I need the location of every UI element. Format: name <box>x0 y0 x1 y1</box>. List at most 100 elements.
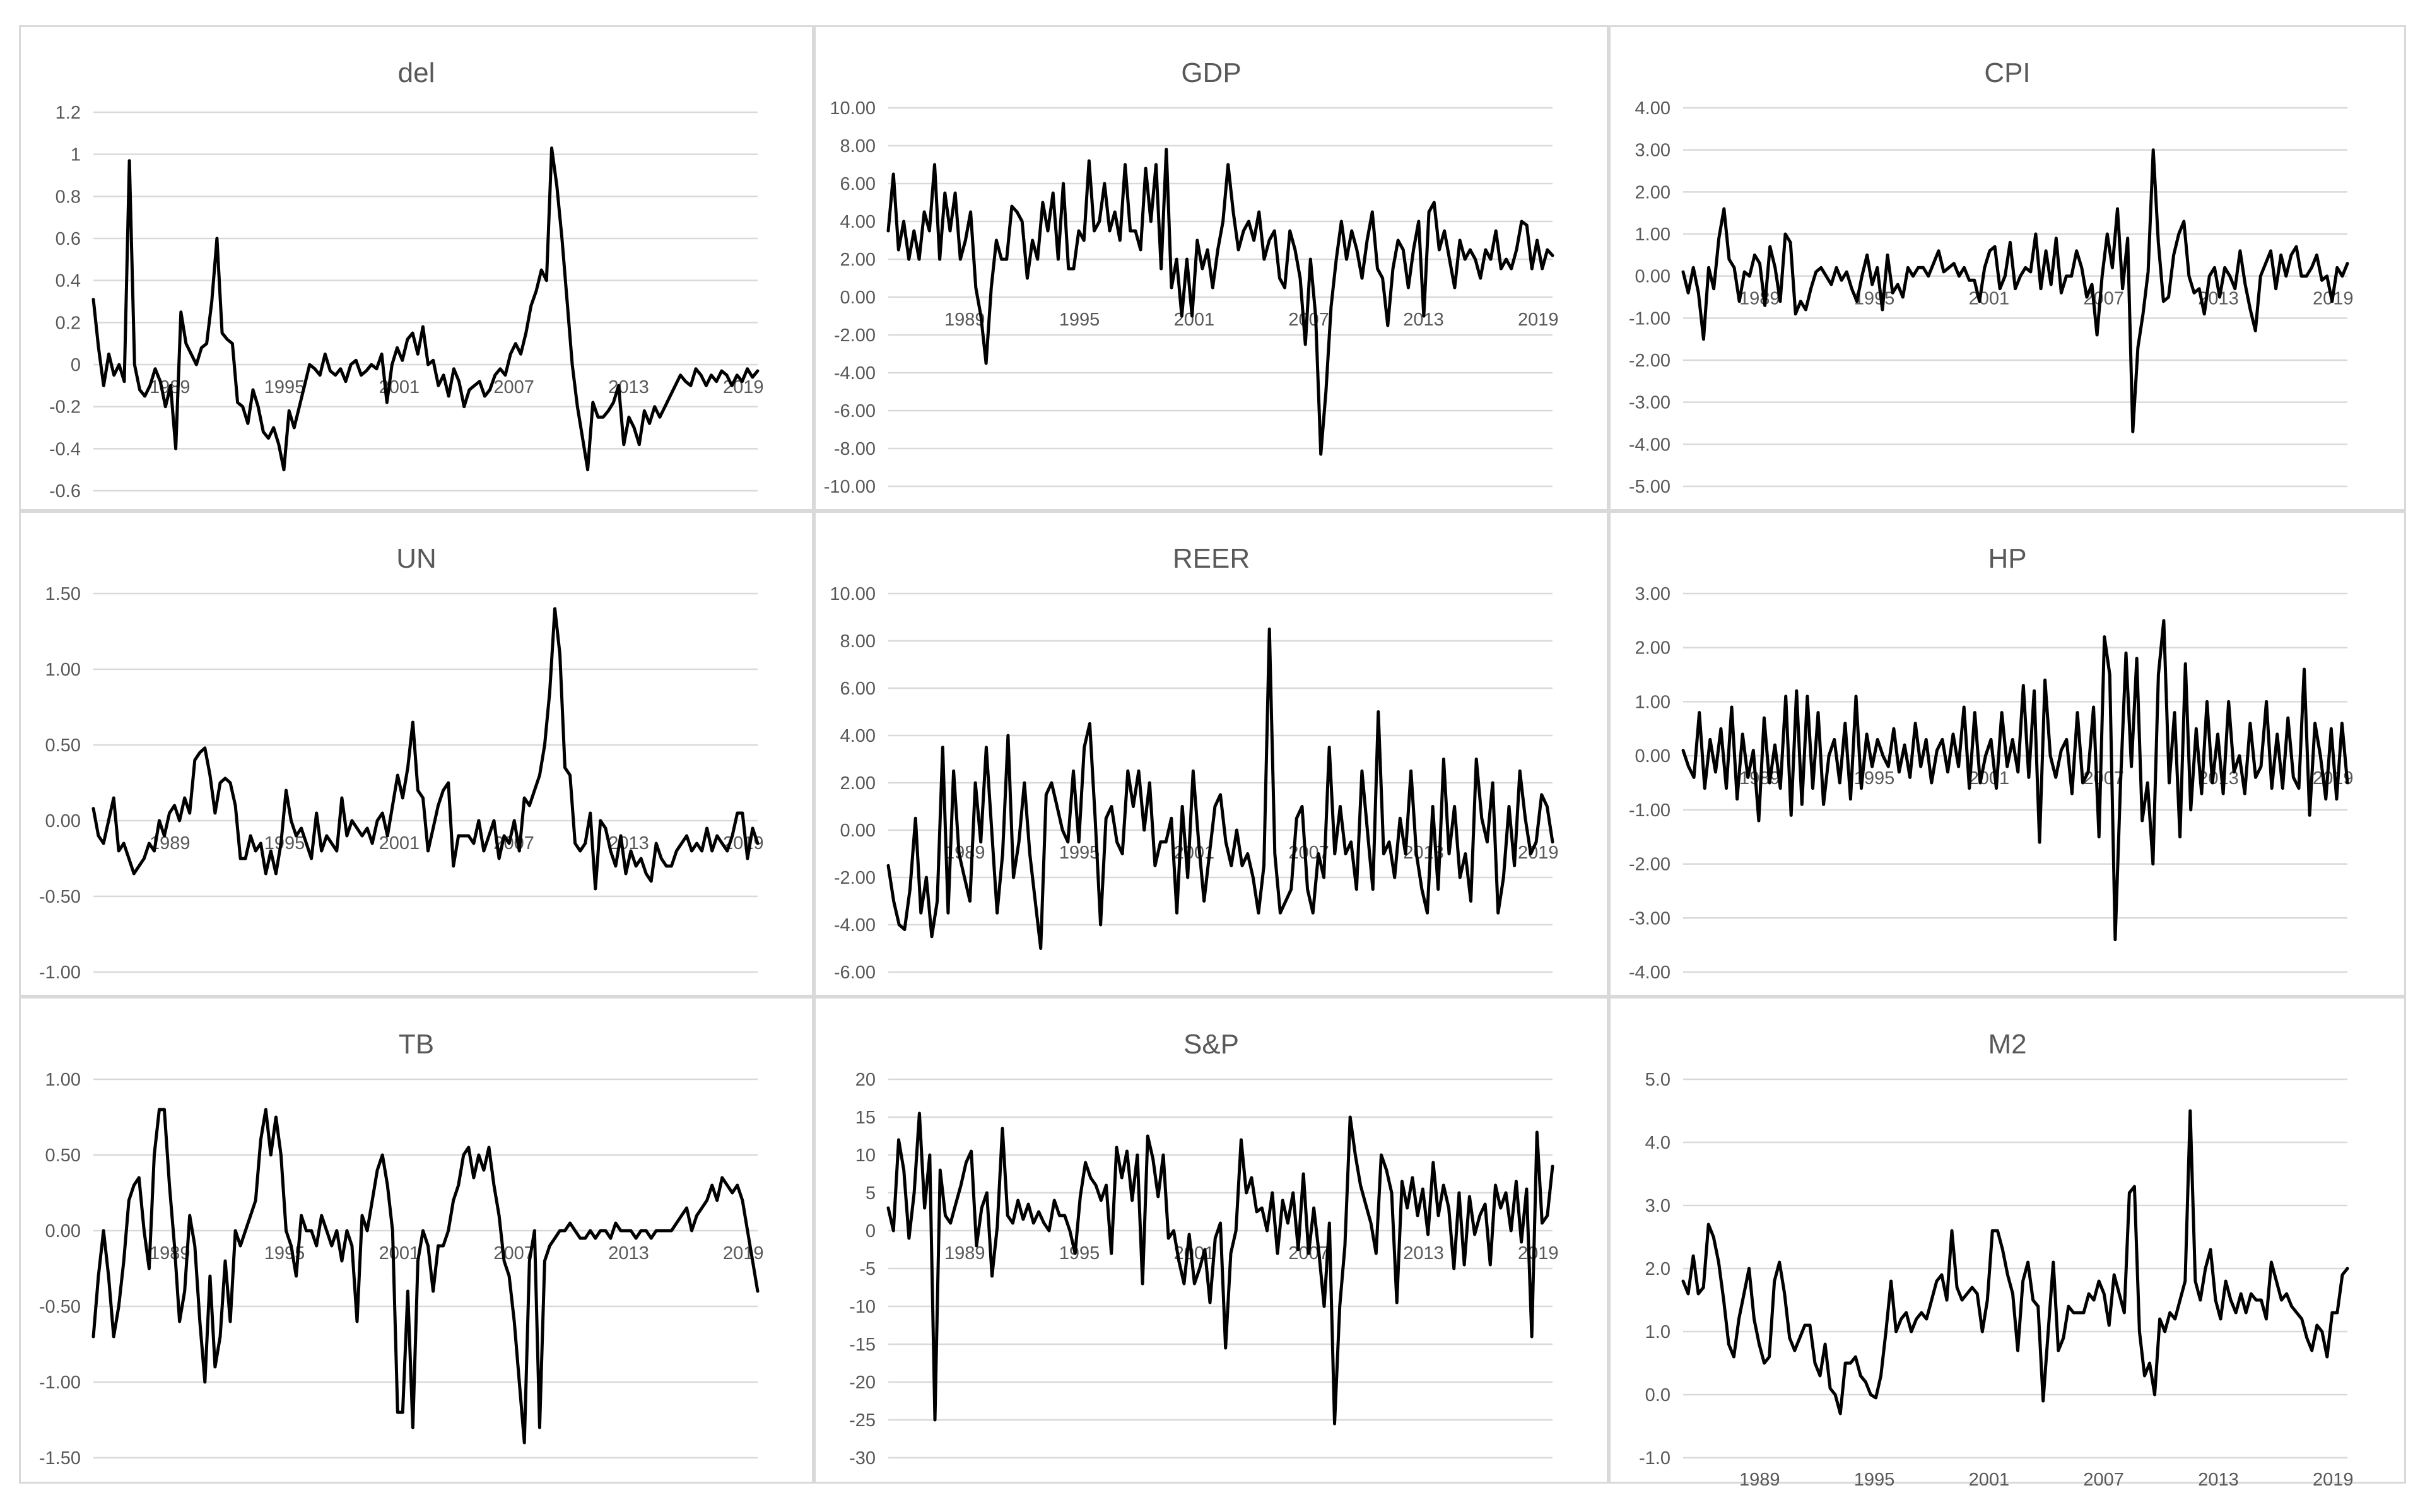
y-tick-label: -0.50 <box>39 1297 81 1317</box>
chart-title: M2 <box>1988 1029 2027 1060</box>
y-tick-label: -2.00 <box>1629 855 1670 875</box>
chart-title: TB <box>398 1029 435 1060</box>
x-tick-label: 2013 <box>608 1243 649 1263</box>
chart-panel-7: S&P 20 15 10 5 0 -5 -10 -15 -20 -25 -30 1989 1995 2001… <box>814 997 1609 1484</box>
y-tick-label: 0.6 <box>56 229 81 249</box>
y-tick-label: 0.0 <box>1645 1385 1670 1405</box>
y-tick-label: 1.0 <box>1645 1322 1670 1342</box>
y-tick-label: 2.00 <box>1635 638 1670 659</box>
y-tick-label: -2.00 <box>1629 351 1670 371</box>
y-tick-label: 4.00 <box>1635 98 1670 119</box>
x-tick-label: 2019 <box>1518 843 1559 863</box>
x-tick-label: 2001 <box>1969 768 2010 788</box>
y-tick-label: 1.00 <box>1635 225 1670 245</box>
y-tick-label: 0 <box>866 1221 876 1241</box>
y-tick-label: 2.00 <box>840 773 876 794</box>
y-tick-label: -1.00 <box>39 1373 81 1393</box>
y-tick-label: 1.2 <box>56 103 81 123</box>
chart-panel-3: UN 1.50 1.00 0.50 0.00 -0.50 -1.00 1989 1995 2001… <box>19 511 814 997</box>
y-tick-label: 4.0 <box>1645 1133 1670 1153</box>
y-tick-label: 1.50 <box>45 584 81 604</box>
x-tick-label: 2019 <box>1518 310 1559 330</box>
chart-svg: 4.00 3.00 2.00 1.00 0.00 -1.00 -2.00 -3.00 -4.00… <box>1629 98 2354 497</box>
chart-panel-2: CPI 4.00 3.00 2.00 1.00 0.00 -1.00 -2.00 -3.00 -4… <box>1609 25 2406 511</box>
x-tick-label: 2007 <box>493 1243 534 1263</box>
y-tick-label: -6.00 <box>834 401 876 421</box>
x-tick-label: 1989 <box>944 310 985 330</box>
y-tick-label: 0.00 <box>45 1221 81 1241</box>
y-tick-label: 3.0 <box>1645 1196 1670 1216</box>
y-tick-label: 20 <box>855 1070 876 1090</box>
x-tick-label: 1995 <box>1854 1470 1895 1486</box>
y-tick-label: 10.00 <box>830 98 876 119</box>
y-tick-label: 1.00 <box>45 1070 81 1090</box>
y-tick-label: 3.00 <box>1635 141 1670 161</box>
y-tick-label: 5.0 <box>1645 1070 1670 1090</box>
chart-title: S&P <box>1183 1029 1240 1060</box>
y-tick-label: 0.00 <box>45 811 81 831</box>
y-tick-label: 8.00 <box>840 136 876 156</box>
x-tick-label: 2013 <box>1403 1243 1444 1263</box>
y-tick-label: 4.00 <box>840 212 876 232</box>
chart-svg: 10.00 8.00 6.00 4.00 2.00 0.00 -2.00 -4.00 -6.00… <box>824 98 1559 497</box>
chart-title: CPI <box>1984 57 2031 88</box>
chart-panel-4: REER 10.00 8.00 6.00 4.00 2.00 0.00 -2.00 -4.00 -… <box>814 511 1609 997</box>
y-tick-label: 2.00 <box>1635 182 1670 202</box>
y-tick-label: 1.00 <box>45 660 81 680</box>
y-tick-label: -3.00 <box>1629 393 1670 413</box>
y-tick-label: -1.00 <box>1629 308 1670 329</box>
x-tick-label: 2001 <box>1174 310 1215 330</box>
chart-svg: 3.002.001.000.00-1.00-2.00-3.00-4.001989… <box>1629 584 2354 983</box>
y-tick-label: -10.00 <box>824 477 876 497</box>
y-tick-label: 0.00 <box>1635 746 1670 766</box>
y-tick-label: -0.2 <box>49 397 81 418</box>
y-tick-label: 6.00 <box>840 679 876 699</box>
y-tick-label: 10 <box>855 1146 876 1166</box>
y-tick-label: -4.00 <box>834 363 876 384</box>
y-tick-label: -0.50 <box>39 887 81 907</box>
x-tick-label: 2001 <box>1969 289 2010 309</box>
x-tick-label: 2001 <box>379 1243 420 1263</box>
x-tick-label: 1995 <box>264 377 305 397</box>
chart-title: GDP <box>1181 57 1242 88</box>
y-tick-label: 1 <box>71 145 81 165</box>
x-tick-label: 1989 <box>1739 289 1780 309</box>
x-tick-label: 2007 <box>2083 1470 2124 1486</box>
y-tick-label: 6.00 <box>840 174 876 194</box>
series-line <box>91 1108 760 1445</box>
y-tick-label: -25 <box>849 1410 876 1431</box>
x-tick-label: 1989 <box>944 1243 985 1263</box>
y-tick-label: 4.00 <box>840 726 876 746</box>
x-tick-label: 2001 <box>1174 1243 1215 1263</box>
y-tick-label: -2.00 <box>834 325 876 346</box>
x-tick-label: 1995 <box>1059 310 1100 330</box>
y-tick-label: 10.00 <box>830 584 876 604</box>
y-tick-label: -1.00 <box>39 963 81 983</box>
chart-svg: 5.0 4.0 3.0 2.0 1.0 0.0 -1.0 1989 1995 2001 2007 20… <box>1639 1070 2354 1486</box>
chart-title: del <box>397 57 435 88</box>
y-tick-label: -30 <box>849 1448 876 1468</box>
y-tick-label: 0.00 <box>1635 267 1670 287</box>
y-tick-label: -0.6 <box>49 481 81 501</box>
x-tick-label: 2001 <box>1969 1470 2010 1486</box>
x-tick-label: 2007 <box>493 377 534 397</box>
y-tick-label: -4.00 <box>834 915 876 935</box>
y-tick-label: 0.50 <box>45 1146 81 1166</box>
y-tick-label: -8.00 <box>834 439 876 459</box>
y-tick-label: -15 <box>849 1335 876 1355</box>
x-tick-label: 1995 <box>1059 843 1100 863</box>
chart-svg: 10.00 8.00 6.00 4.00 2.00 0.00 -2.00 -4.00 -6.00… <box>830 584 1559 983</box>
x-tick-label: 2013 <box>608 833 649 853</box>
chart-title: UN <box>396 543 437 574</box>
chart-panel-5: HP 3.00 2.00 1.00 0.00 -1.00 -2.00 -3.00 -4.00 19… <box>1609 511 2406 997</box>
y-tick-label: -0.4 <box>49 439 81 459</box>
y-tick-label: -6.00 <box>834 963 876 983</box>
chart-panel-0: del 1.2 1 0.8 0.6 0.4 0.2 0 -0.2 -0.4 -0.6 1989 1995… <box>19 25 814 511</box>
y-tick-label: 0.00 <box>840 288 876 308</box>
chart-panel-6: TB 1.00 0.50 0.00 -0.50 -1.00 -1.50 1989 1995 200… <box>19 997 814 1484</box>
y-tick-label: -3.00 <box>1629 908 1670 929</box>
